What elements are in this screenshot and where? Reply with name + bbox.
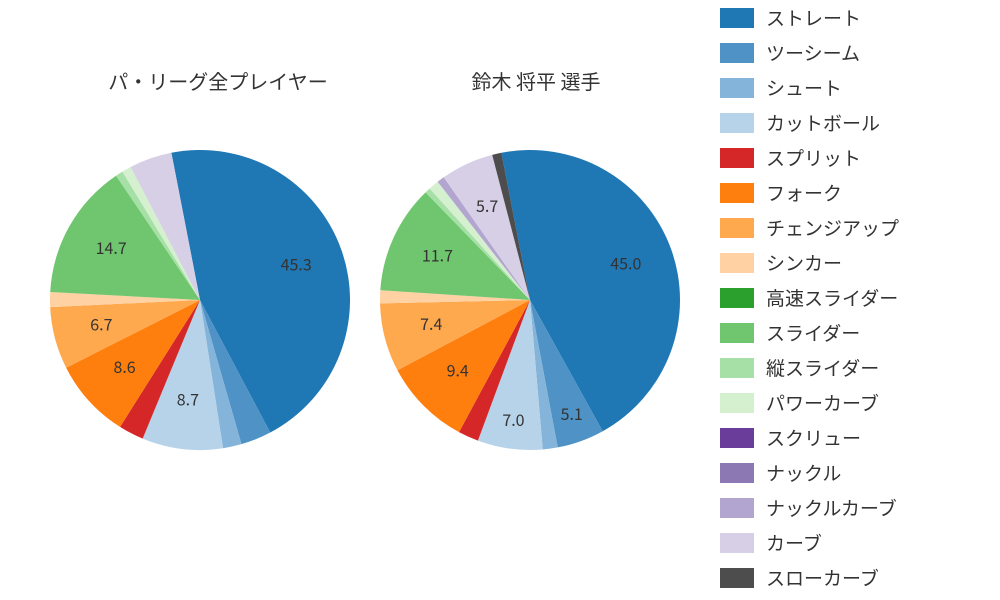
legend-swatch-v_slider <box>720 358 754 378</box>
legend-item-slider: スライダー <box>720 315 990 350</box>
pie-label-curve: 5.7 <box>476 193 498 217</box>
legend-label-split: スプリット <box>766 144 861 171</box>
legend-item-changeup: チェンジアップ <box>720 210 990 245</box>
legend-label-fast_slider: 高速スライダー <box>766 284 898 311</box>
pie-label-changeup: 6.7 <box>90 311 112 335</box>
pie-label-cutball: 8.7 <box>177 387 199 411</box>
pie-label-fork: 8.6 <box>113 354 135 378</box>
pie-label-straight: 45.3 <box>281 251 312 275</box>
legend-swatch-fast_slider <box>720 288 754 308</box>
legend-swatch-straight <box>720 8 754 28</box>
legend-swatch-slow_curve <box>720 568 754 588</box>
chart-stage: パ・リーグ全プレイヤー 45.3 8.7 8.66.7 14.7 鈴木 将平 選手 45.0… <box>0 0 1000 600</box>
legend-item-twoseam: ツーシーム <box>720 35 990 70</box>
legend-label-v_slider: 縦スライダー <box>766 354 879 381</box>
legend-item-fast_slider: 高速スライダー <box>720 280 990 315</box>
legend-swatch-twoseam <box>720 43 754 63</box>
pie-label-fork: 9.4 <box>447 357 469 381</box>
pie-label-slider: 11.7 <box>422 243 453 267</box>
pie-label-cutball: 7.0 <box>502 407 524 431</box>
legend-swatch-split <box>720 148 754 168</box>
legend-label-shoot: シュート <box>766 74 842 101</box>
legend-item-shoot: シュート <box>720 70 990 105</box>
legend-swatch-fork <box>720 183 754 203</box>
legend-swatch-power_curve <box>720 393 754 413</box>
legend-item-sinker: シンカー <box>720 245 990 280</box>
legend-item-straight: ストレート <box>720 0 990 35</box>
legend-item-fork: フォーク <box>720 175 990 210</box>
legend-item-slow_curve: スローカーブ <box>720 560 990 595</box>
legend-item-cutball: カットボール <box>720 105 990 140</box>
legend-swatch-knuckle_curve <box>720 498 754 518</box>
legend-label-curve: カーブ <box>766 529 822 556</box>
legend-label-knuckle_curve: ナックルカーブ <box>766 494 897 521</box>
chart-title-player: 鈴木 将平 選手 <box>406 66 666 95</box>
pie-label-straight: 45.0 <box>610 250 641 274</box>
legend-label-fork: フォーク <box>766 179 842 206</box>
legend-label-screw: スクリュー <box>766 424 861 451</box>
legend-label-twoseam: ツーシーム <box>766 39 860 66</box>
legend-swatch-slider <box>720 323 754 343</box>
pie-chart-player: 45.0 5.1 7.0 9.47.4 11.7 5.7 <box>340 110 720 490</box>
legend-item-curve: カーブ <box>720 525 990 560</box>
legend-swatch-curve <box>720 533 754 553</box>
legend-swatch-screw <box>720 428 754 448</box>
legend-label-cutball: カットボール <box>766 109 880 136</box>
legend-item-split: スプリット <box>720 140 990 175</box>
pie-label-slider: 14.7 <box>96 235 127 259</box>
legend-item-v_slider: 縦スライダー <box>720 350 990 385</box>
legend: ストレートツーシームシュートカットボールスプリットフォークチェンジアップシンカー… <box>720 0 990 595</box>
chart-title-league: パ・リーグ全プレイヤー <box>88 66 348 95</box>
pie-label-changeup: 7.4 <box>420 311 442 335</box>
pie-label-twoseam: 5.1 <box>561 401 583 425</box>
legend-label-power_curve: パワーカーブ <box>766 389 879 416</box>
legend-label-slow_curve: スローカーブ <box>766 564 879 591</box>
legend-label-changeup: チェンジアップ <box>766 214 899 241</box>
legend-label-knuckle: ナックル <box>766 459 841 486</box>
legend-item-knuckle_curve: ナックルカーブ <box>720 490 990 525</box>
legend-swatch-cutball <box>720 113 754 133</box>
legend-item-screw: スクリュー <box>720 420 990 455</box>
legend-label-straight: ストレート <box>766 4 861 31</box>
legend-label-slider: スライダー <box>766 319 860 346</box>
pie-chart-league: 45.3 8.7 8.66.7 14.7 <box>10 110 390 490</box>
legend-swatch-shoot <box>720 78 754 98</box>
legend-item-knuckle: ナックル <box>720 455 990 490</box>
legend-swatch-sinker <box>720 253 754 273</box>
legend-item-power_curve: パワーカーブ <box>720 385 990 420</box>
legend-swatch-knuckle <box>720 463 754 483</box>
legend-label-sinker: シンカー <box>766 249 842 276</box>
legend-swatch-changeup <box>720 218 754 238</box>
